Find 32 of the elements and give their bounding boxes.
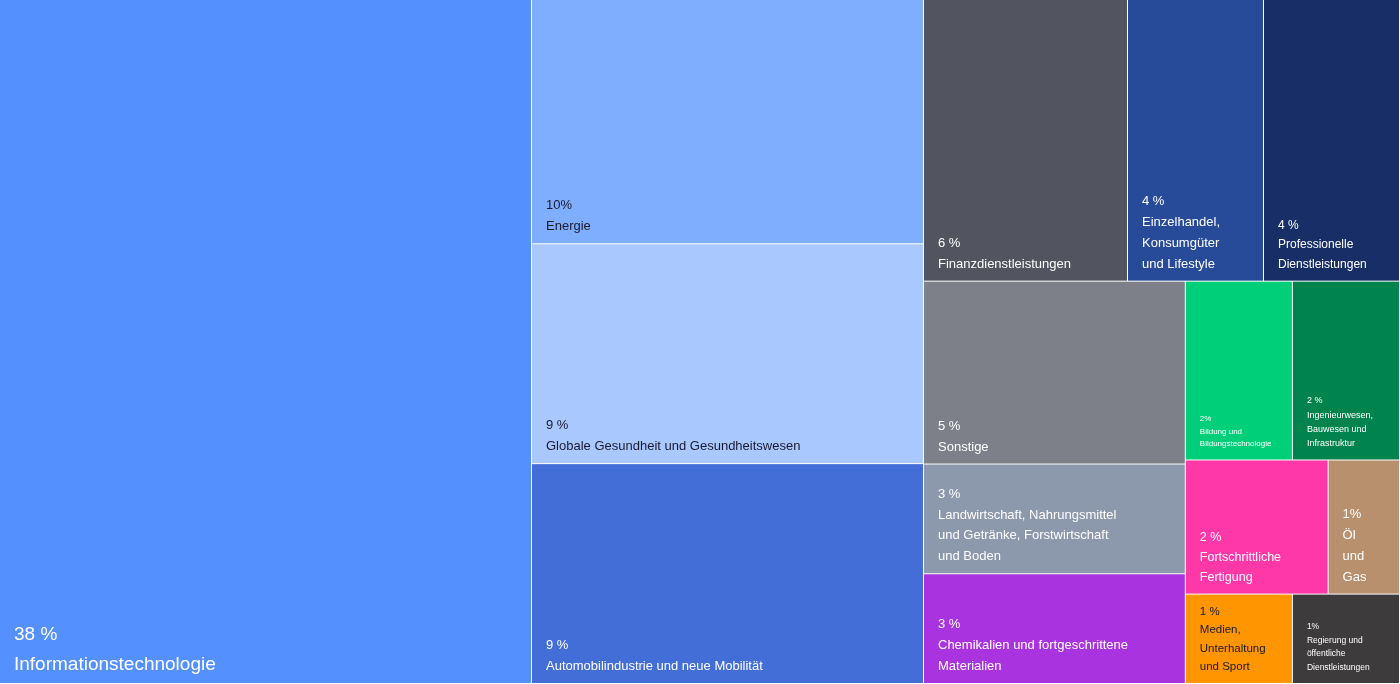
data-label: 2 % [1199, 529, 1222, 544]
category-label: Medien, Unterhaltung und Sport [1199, 623, 1266, 672]
category-label: Energie [546, 218, 591, 234]
data-label: 4 % [1278, 218, 1300, 233]
data-label: 3 % [938, 616, 961, 632]
category-label: Finanzdienstleistungen [938, 255, 1071, 271]
data-label: 1% [1306, 621, 1320, 632]
data-label: 1 % [1199, 604, 1220, 617]
category-label: Professionelle Dienstleistungen [1278, 237, 1367, 271]
data-label: 9 % [546, 417, 569, 433]
data-label: 2 % [1306, 395, 1323, 406]
data-label: 2% [1199, 413, 1212, 423]
data-label: 3 % [938, 485, 961, 501]
data-label: 38 % [14, 622, 58, 644]
category-label: Automobilindustrie und neue Mobilität [546, 658, 764, 673]
data-label: 6 % [938, 234, 961, 250]
category-label: Landwirtschaft, Nahrungsmittel und Getränke, Forstwirtschaft und Boden [938, 506, 1117, 564]
category-label: Bildung und Bildungstechnologie [1199, 426, 1272, 449]
data-label: 4 % [1142, 193, 1165, 209]
category-label: Informationstechnologie [14, 653, 216, 674]
data-label: 10% [546, 197, 573, 213]
category-label: Sonstige [938, 438, 989, 454]
category-label: Einzelhandel, Konsumgüter und Lifestyle [1142, 214, 1221, 271]
category-label: Fortschrittliche Fertigung [1199, 549, 1282, 584]
category-label: Regierung und öffentliche Dienstleistungen [1306, 634, 1371, 672]
category-label: Globale Gesundheit und Gesundheitswesen [546, 438, 801, 454]
category-label: Öl und Gas [1342, 526, 1367, 584]
category-label: Chemikalien und fortgeschrittene Materialien [938, 637, 1129, 673]
data-label: 5 % [938, 417, 961, 433]
data-label: 9 % [546, 637, 569, 653]
data-label: 1% [1342, 506, 1362, 522]
category-label: Ingenieurwesen, Bauwesen und Infrastruktur [1306, 409, 1373, 449]
